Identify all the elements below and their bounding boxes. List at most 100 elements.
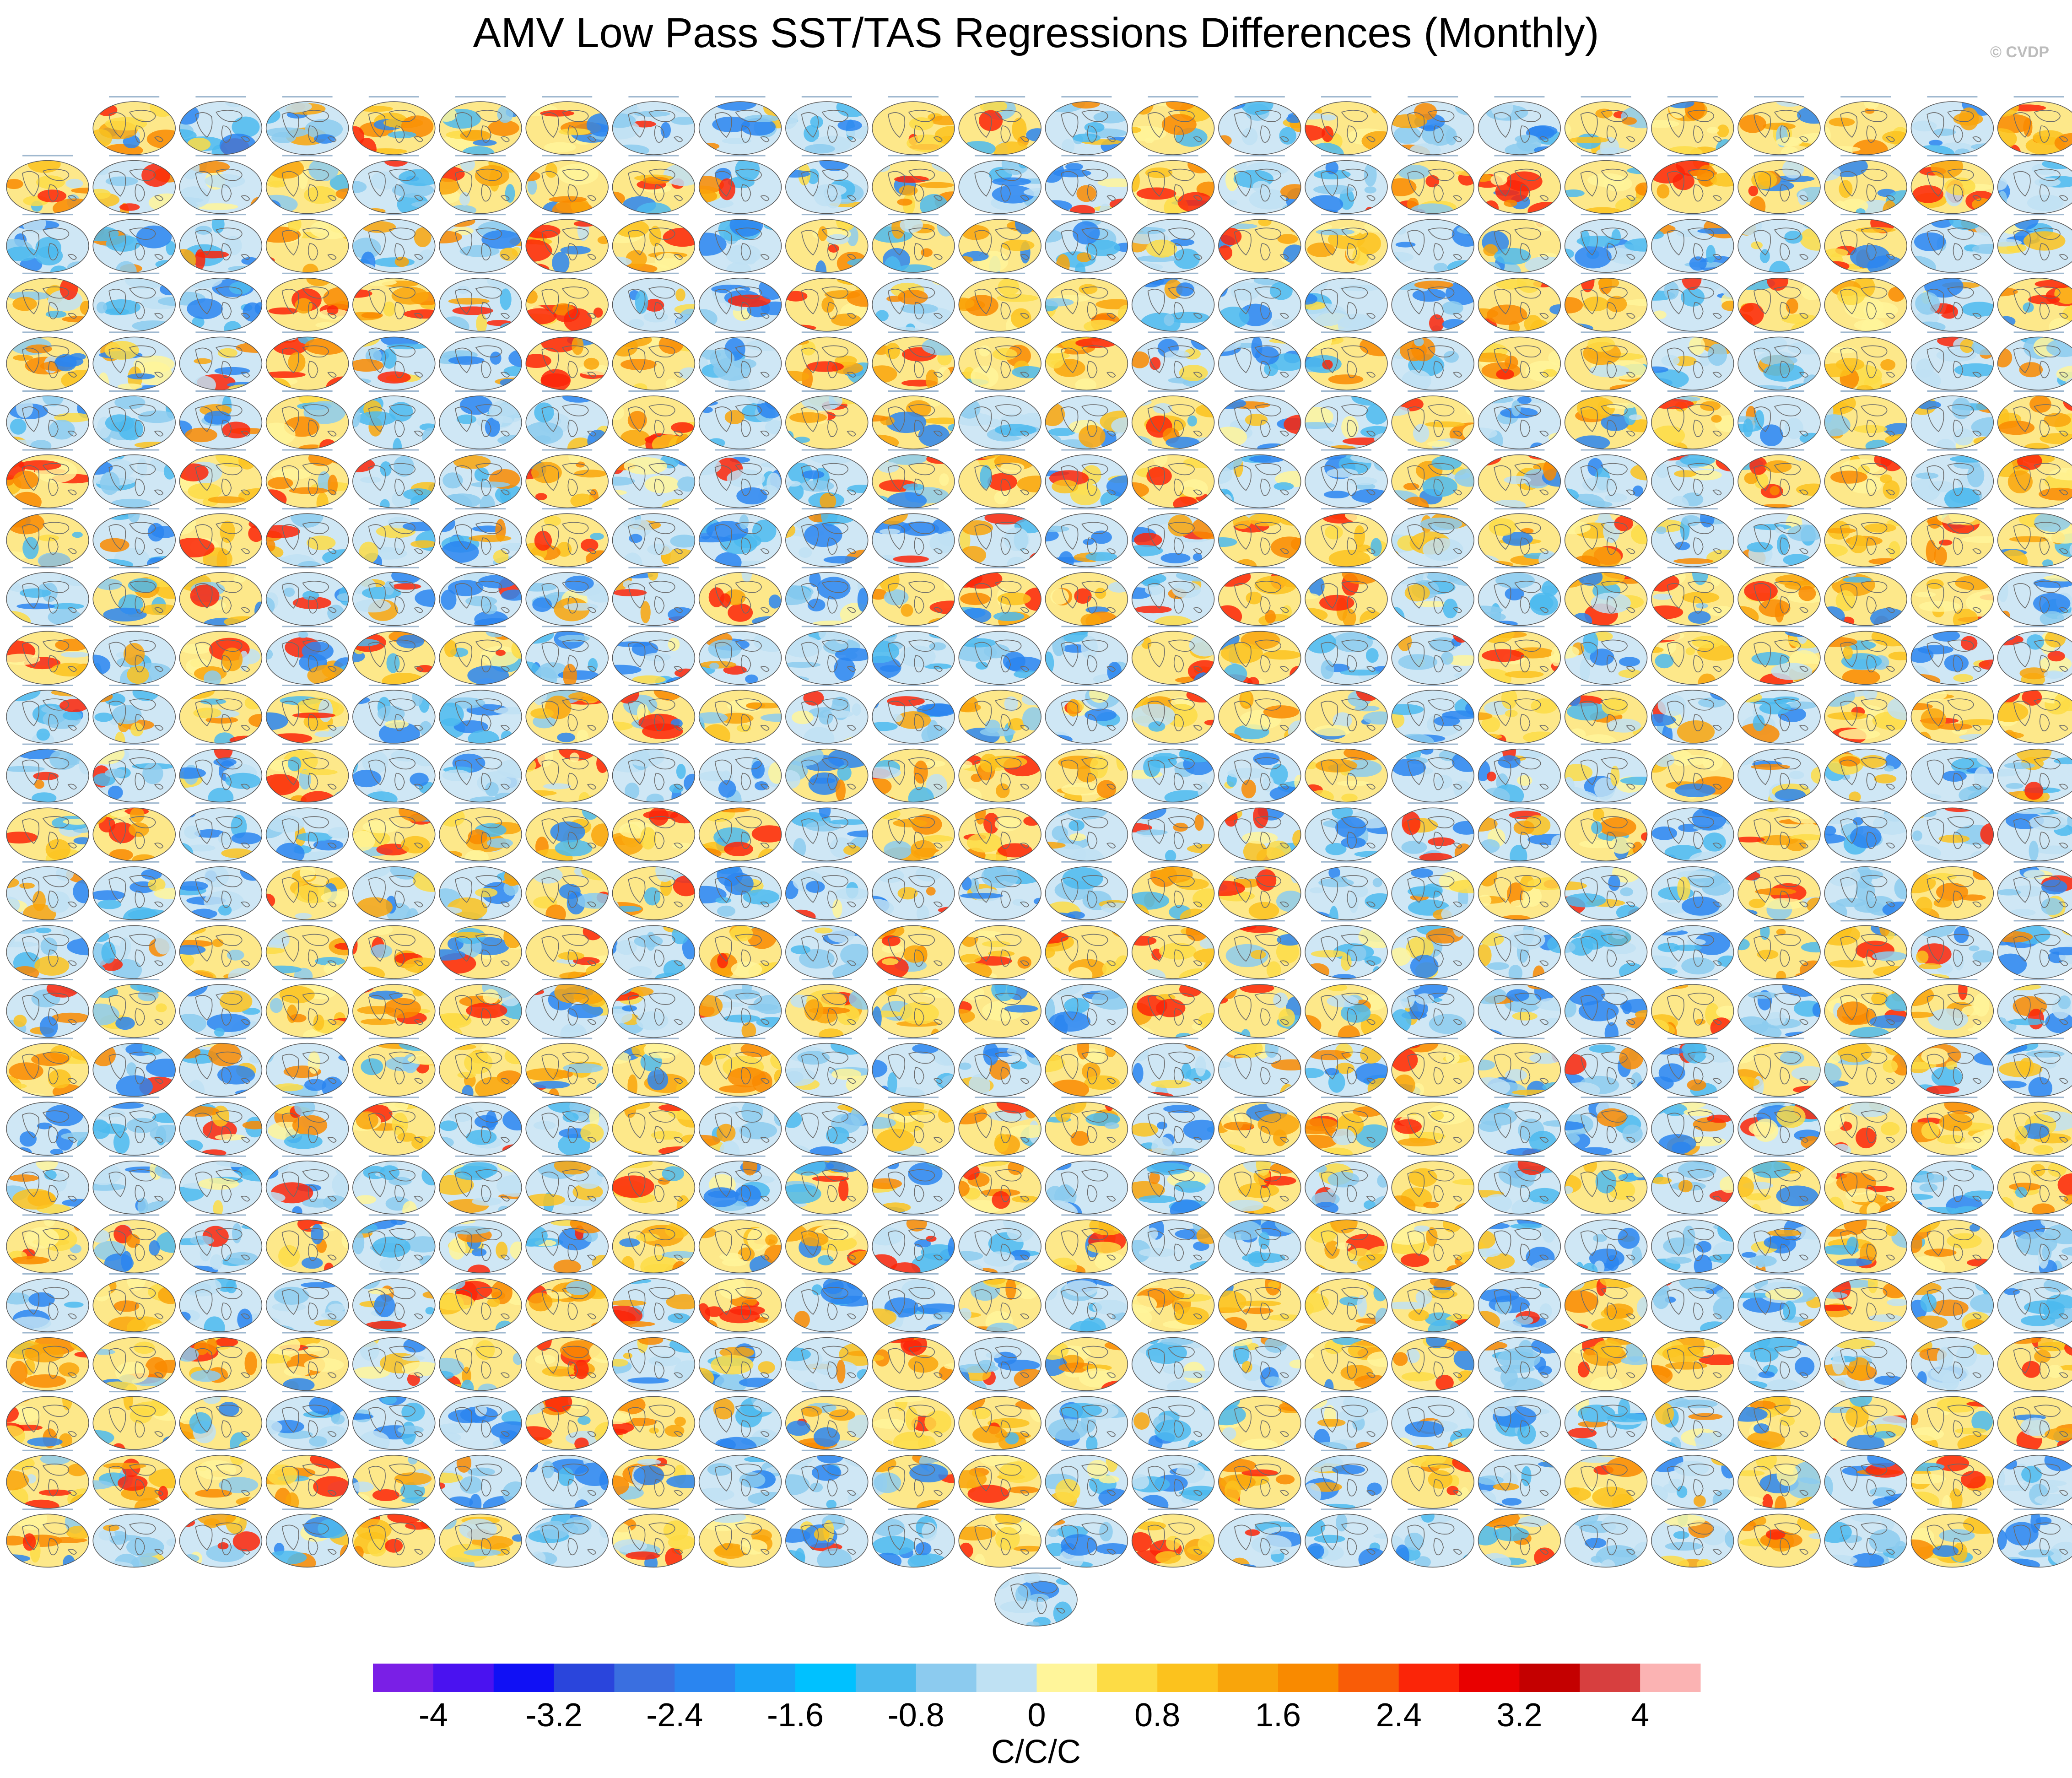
map-panel <box>1997 920 2072 979</box>
map-panel <box>1737 1097 1821 1156</box>
map-panel <box>179 567 263 626</box>
map-panel <box>1305 1449 1388 1509</box>
map-panel <box>1131 861 1215 920</box>
map-panel <box>439 272 522 332</box>
map-panel <box>698 802 782 861</box>
map-panel <box>612 1391 696 1450</box>
map-panel <box>1478 1097 1561 1156</box>
map-panel <box>1305 1097 1388 1156</box>
map-panel <box>612 743 696 803</box>
map-panel <box>1910 1332 1994 1391</box>
map-panel <box>179 861 263 920</box>
map-panel <box>352 96 436 155</box>
map-panel <box>1045 96 1128 155</box>
map-panel <box>6 802 89 861</box>
map-panel <box>1478 802 1561 861</box>
map-panel <box>6 1332 89 1391</box>
map-panel <box>1564 1097 1648 1156</box>
map-panel <box>698 1038 782 1097</box>
map-panel <box>525 96 609 155</box>
map-panel <box>1910 802 1994 861</box>
map-panel <box>1045 743 1128 803</box>
map-panel <box>1651 1155 1734 1215</box>
map-panel <box>1391 1214 1474 1274</box>
map-panel <box>785 626 869 685</box>
map-panel <box>1305 979 1388 1038</box>
map-panel <box>1478 96 1561 155</box>
map-panel <box>352 802 436 861</box>
map-panel <box>1478 1332 1561 1391</box>
map-panel <box>872 1332 955 1391</box>
map-panel <box>1478 685 1561 744</box>
map-panel <box>525 802 609 861</box>
map-panel <box>785 390 869 449</box>
map-panel <box>439 155 522 214</box>
map-panel <box>1997 449 2072 508</box>
map-panel <box>6 449 89 508</box>
map-panel <box>1824 1155 1907 1215</box>
map-panel <box>179 802 263 861</box>
map-panel <box>92 567 176 626</box>
map-panel <box>612 449 696 508</box>
map-panel <box>785 96 869 155</box>
map-panel <box>698 1332 782 1391</box>
map-panel <box>1564 508 1648 567</box>
map-panel <box>6 567 89 626</box>
map-panel <box>352 331 436 391</box>
map-panel <box>179 155 263 214</box>
map-panel <box>698 979 782 1038</box>
map-panel <box>612 272 696 332</box>
map-panel <box>1218 920 1301 979</box>
map-panel <box>1997 1449 2072 1509</box>
map-panel <box>1824 567 1907 626</box>
map-panel <box>958 861 1041 920</box>
map-panel <box>698 1273 782 1332</box>
map-panel <box>1218 390 1301 449</box>
map-panel <box>1910 685 1994 744</box>
map-panel <box>1737 96 1821 155</box>
map-panel <box>872 1391 955 1450</box>
map-panel <box>1045 1391 1128 1450</box>
map-panel <box>179 743 263 803</box>
map-panel <box>265 1449 349 1509</box>
map-panel <box>1564 1332 1648 1391</box>
map-panel <box>1824 508 1907 567</box>
map-panel <box>265 567 349 626</box>
map-panel <box>1910 1449 1994 1509</box>
map-panel <box>1131 96 1215 155</box>
map-panel <box>179 979 263 1038</box>
map-panel <box>1218 1214 1301 1274</box>
map-panel <box>1910 743 1994 803</box>
map-panel <box>612 861 696 920</box>
map-panel <box>1997 626 2072 685</box>
map-panel <box>92 1155 176 1215</box>
map-panel <box>872 920 955 979</box>
map-panel <box>1824 1097 1907 1156</box>
map-panel <box>1391 1449 1474 1509</box>
map-panel <box>1391 1155 1474 1215</box>
map-panel <box>1391 1508 1474 1568</box>
map-panel <box>1910 272 1994 332</box>
map-panel <box>1737 331 1821 391</box>
map-panel <box>525 508 609 567</box>
map-panel <box>1305 861 1388 920</box>
map-panel <box>1305 96 1388 155</box>
map-panel <box>265 1155 349 1215</box>
map-panel <box>265 1038 349 1097</box>
map-panel <box>1651 685 1734 744</box>
map-panel <box>958 567 1041 626</box>
map-panel <box>1131 1273 1215 1332</box>
map-panel <box>1737 626 1821 685</box>
map-panel <box>1824 331 1907 391</box>
map-panel <box>6 508 89 567</box>
map-panel <box>785 1214 869 1274</box>
map-panel <box>785 1097 869 1156</box>
map-panel <box>1997 1097 2072 1156</box>
map-panel <box>1564 272 1648 332</box>
map-panel <box>1651 1214 1734 1274</box>
map-panel <box>525 1214 609 1274</box>
map-panel <box>179 1508 263 1568</box>
map-panel <box>1651 272 1734 332</box>
map-panel <box>439 214 522 273</box>
map-panel <box>1564 802 1648 861</box>
